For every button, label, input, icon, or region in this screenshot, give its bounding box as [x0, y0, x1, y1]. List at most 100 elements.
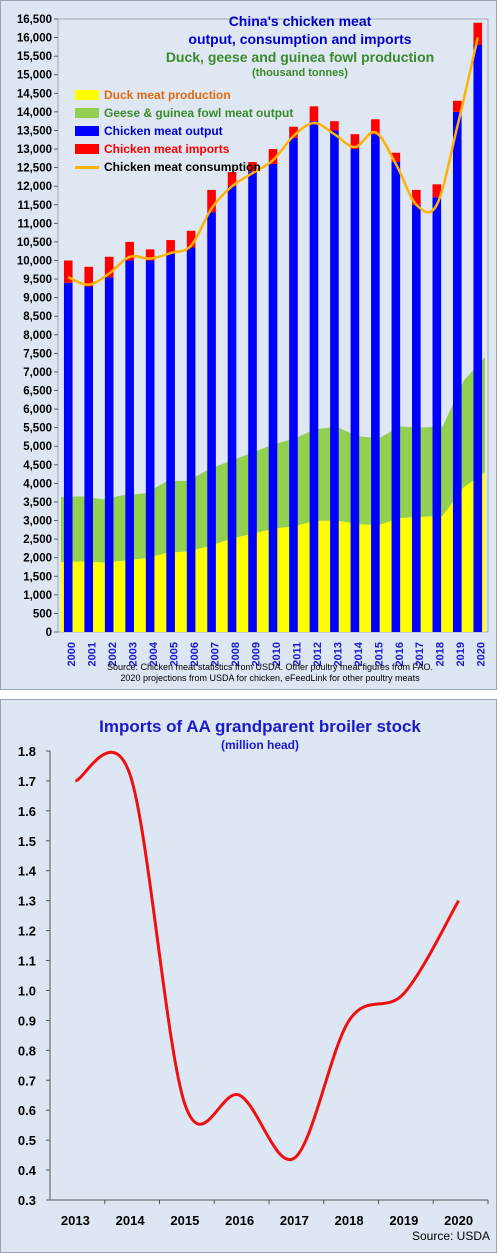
y-tick-label: 16,000: [17, 33, 52, 45]
chicken-imports-bar: [371, 119, 380, 135]
chicken-output-bar: [268, 163, 278, 632]
chicken-output-bar: [207, 212, 216, 633]
broiler-stock-line: [74, 750, 460, 1162]
y-tick-label: 5,000: [23, 441, 52, 453]
chicken-output-bar: [145, 260, 155, 632]
chicken-output-bar: [63, 282, 73, 632]
y-tick-label: 1.2: [18, 924, 36, 939]
legend-label-chicken-imports: Chicken meat imports: [104, 142, 230, 156]
x-tick-label: 2018: [335, 1213, 364, 1228]
y-tick-label: 15,500: [17, 51, 52, 63]
top-source-line2: 2020 projections from USDA for chicken, …: [120, 673, 420, 683]
chicken-imports-bar: [186, 230, 196, 248]
top-chart-title: China's chicken meat output, consumption…: [150, 12, 450, 81]
chicken-imports-bar: [104, 256, 114, 278]
chicken-imports-bar: [473, 22, 483, 46]
x-tick-label: 2012: [312, 642, 324, 666]
x-tick-label: 2000: [66, 642, 78, 666]
y-tick-label: 13,000: [17, 144, 52, 156]
top-title-line1: China's chicken meat: [228, 13, 372, 29]
chicken-output-bar: [330, 130, 339, 633]
bottom-chart-panel: [0, 699, 497, 1253]
x-tick-label: 2017: [414, 642, 426, 666]
bottom-units: (million head): [221, 738, 299, 752]
chicken-imports-bar: [166, 240, 175, 254]
chicken-imports-bar: [63, 260, 73, 283]
y-tick-label: 1.1: [18, 954, 36, 969]
y-tick-label: 0.9: [18, 1013, 36, 1028]
bottom-title-text: Imports of AA grandparent broiler stock: [99, 717, 421, 736]
chicken-imports-bar: [125, 241, 134, 261]
chicken-imports-bar: [452, 100, 462, 112]
chicken-imports-bar: [432, 184, 442, 198]
chicken-output-bar: [432, 197, 442, 632]
chicken-imports-bar: [227, 172, 237, 187]
chicken-imports-bar: [391, 152, 401, 163]
top-title-line2: output, consumption and imports: [188, 31, 412, 47]
chicken-output-bar: [166, 253, 175, 632]
top-title-line3: Duck, geese and guinea fowl production: [165, 49, 435, 65]
x-tick-label: 2005: [169, 642, 181, 666]
y-tick-label: 500: [33, 608, 52, 620]
y-tick-label: 7,500: [23, 348, 52, 360]
legend-swatch-chicken-output: [75, 126, 99, 136]
chicken-output-bar: [412, 204, 421, 632]
x-tick-label: 2006: [189, 642, 201, 666]
legend-item-duck: Duck meat production: [75, 86, 293, 104]
chicken-output-bar: [371, 134, 380, 633]
chicken-imports-bar: [248, 162, 257, 172]
chicken-output-bar: [452, 111, 462, 632]
legend-swatch-consumption: [75, 165, 99, 169]
x-tick-label: 2016: [394, 642, 406, 666]
chicken-imports-bar: [289, 126, 298, 138]
chicken-output-bar: [309, 121, 319, 633]
y-tick-label: 1.7: [18, 774, 36, 789]
y-tick-label: 6,500: [23, 386, 52, 398]
chicken-imports-bar: [268, 149, 278, 164]
y-tick-label: 9,500: [23, 274, 52, 286]
x-tick-label: 2020: [444, 1213, 473, 1228]
y-tick-label: 1.3: [18, 894, 36, 909]
x-tick-label: 2019: [389, 1213, 418, 1228]
y-tick-label: 14,000: [17, 107, 52, 119]
x-tick-label: 2020: [476, 642, 488, 666]
y-tick-label: 0.6: [18, 1103, 36, 1118]
legend-label-duck: Duck meat production: [104, 88, 231, 102]
x-tick-label: 2014: [353, 641, 365, 666]
legend-item-geese: Geese & guinea fowl meat output: [75, 104, 293, 122]
x-tick-label: 2015: [170, 1213, 199, 1228]
chicken-output-bar: [391, 162, 401, 633]
y-tick-label: 11,000: [17, 218, 52, 230]
consumption-line: [67, 37, 479, 286]
y-tick-label: 10,000: [17, 255, 52, 267]
y-tick-label: 8,500: [23, 311, 52, 323]
chicken-imports-bar: [412, 189, 421, 205]
x-tick-label: 2018: [435, 642, 447, 666]
x-tick-label: 2007: [209, 642, 221, 666]
x-tick-label: 2013: [61, 1213, 90, 1228]
y-tick-label: 5,500: [23, 423, 52, 435]
y-tick-label: 3,500: [23, 497, 52, 509]
chicken-output-bar: [227, 186, 237, 632]
chicken-imports-bar: [350, 134, 360, 150]
y-tick-label: 13,500: [17, 125, 52, 137]
x-tick-label: 2011: [291, 642, 303, 666]
y-tick-label: 1.5: [18, 834, 36, 849]
x-tick-label: 2004: [148, 641, 160, 666]
y-tick-label: 0.5: [18, 1133, 36, 1148]
x-tick-label: 2019: [455, 642, 467, 666]
chicken-output-bar: [289, 137, 298, 633]
bottom-chart-title: Imports of AA grandparent broiler stock …: [80, 716, 440, 753]
top-source-note: Source: Chicken meat statistics from USD…: [60, 662, 480, 684]
legend-swatch-geese: [75, 108, 99, 118]
legend-label-geese: Geese & guinea fowl meat output: [104, 106, 294, 120]
chicken-imports-bar: [330, 121, 339, 131]
y-tick-label: 1.6: [18, 804, 36, 819]
x-tick-label: 2013: [332, 642, 344, 666]
y-tick-label: 12,000: [17, 181, 52, 193]
chicken-output-bar: [125, 260, 134, 632]
chicken-meat-chart: 0 500 1,000 1,500 2,000 2,500 3,000 3,500 4,000 4…: [17, 14, 489, 666]
y-tick-label: 9,000: [23, 293, 52, 305]
x-tick-label: 2016: [225, 1213, 254, 1228]
